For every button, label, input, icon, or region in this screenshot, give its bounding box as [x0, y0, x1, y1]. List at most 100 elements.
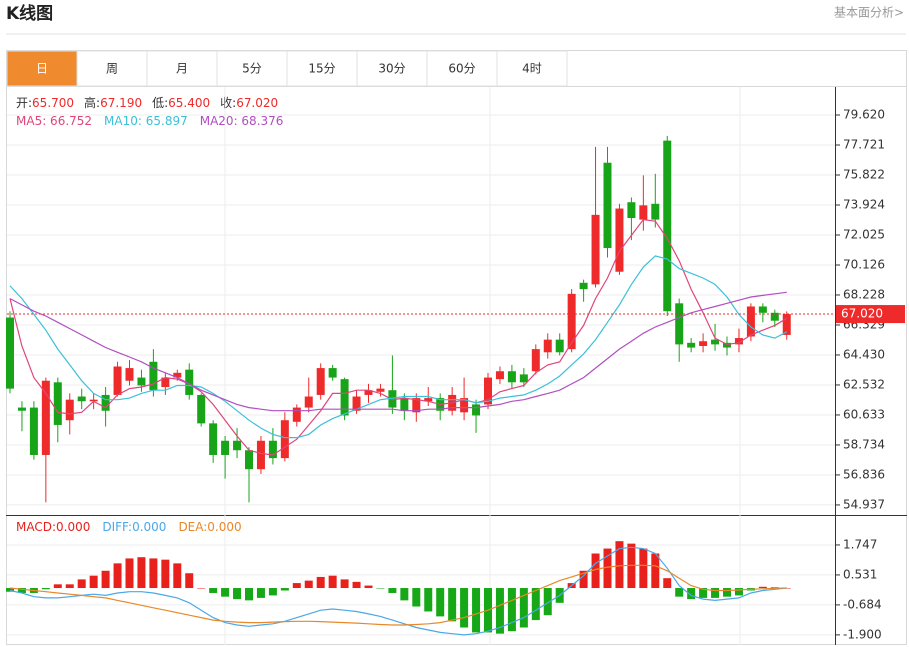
- tab[interactable]: [216, 50, 288, 87]
- chart-layer: 日 周 月 5分 15分 30分 60分 4时开:65.700 高:67.190 低:65.400…: [6, 50, 905, 645]
- candle-body: [758, 306, 767, 313]
- macd-bar: [364, 585, 373, 589]
- info-value: 65.700: [32, 96, 74, 110]
- candle-body: [77, 396, 86, 402]
- tab-label[interactable]: 4时: [522, 62, 542, 76]
- candle-body: [400, 398, 409, 411]
- macd-bar: [424, 588, 433, 612]
- candle-body: [639, 205, 648, 220]
- candle-body: [304, 396, 313, 408]
- candle-body: [149, 361, 158, 391]
- tab[interactable]: [76, 50, 148, 87]
- macd-bar: [448, 588, 457, 622]
- macd-bar: [436, 588, 445, 617]
- macd-bar: [316, 576, 325, 589]
- y-tick-label: -1.900: [843, 627, 882, 641]
- tab-label[interactable]: 60分: [448, 62, 475, 76]
- macd-bar: [687, 588, 696, 600]
- macd-bar: [352, 581, 361, 589]
- candle-body: [746, 306, 755, 337]
- macd-bar: [233, 588, 242, 600]
- tab-label[interactable]: 30分: [378, 62, 405, 76]
- candle-body: [519, 374, 528, 383]
- macd-legend: MACD:0.000 DIFF:0.000 DEA:0.000: [16, 520, 242, 534]
- tab[interactable]: [356, 50, 428, 87]
- macd-bar: [400, 588, 409, 601]
- legend-entry: MA5: 66.752: [16, 114, 92, 128]
- macd-bar: [579, 570, 588, 589]
- candle-body: [782, 314, 791, 335]
- candle-body: [460, 398, 469, 413]
- y-tick-label: 70.126: [843, 257, 885, 271]
- macd-bar: [89, 575, 98, 589]
- macd-bar: [101, 570, 110, 589]
- tab[interactable]: [6, 50, 78, 87]
- macd-bar: [663, 578, 672, 589]
- macd-bar: [328, 575, 337, 589]
- tab-label[interactable]: 15分: [308, 62, 335, 76]
- ohlc-info: 开:65.700 高:67.190 低:65.400 收:67.020: [16, 95, 278, 110]
- candle-body: [507, 371, 516, 383]
- candle-body: [29, 407, 38, 455]
- y-tick-label: 60.633: [843, 407, 885, 421]
- macd-bar: [17, 588, 26, 593]
- macd-bar: [125, 558, 134, 589]
- macd-bar: [651, 553, 660, 589]
- candle-body: [340, 379, 349, 416]
- candle-body: [17, 407, 26, 411]
- candle-body: [89, 399, 98, 402]
- legend-entry: MA20: 68.376: [200, 114, 284, 128]
- macd-bar: [639, 548, 648, 589]
- candle-body: [734, 338, 743, 345]
- macd-bar: [531, 588, 540, 621]
- page-title: K线图: [6, 3, 53, 24]
- candle-body: [280, 420, 289, 459]
- macd-bar: [245, 588, 253, 601]
- macd-bar: [173, 563, 182, 589]
- candle-body: [412, 398, 421, 413]
- candle-body: [328, 368, 337, 378]
- candle-body: [221, 440, 230, 455]
- y-tick-label: 0.531: [843, 567, 877, 581]
- tab-label[interactable]: 周: [106, 62, 118, 76]
- candle-body: [197, 394, 206, 424]
- y-tick-label: 58.734: [843, 437, 885, 451]
- candle-body: [543, 339, 552, 353]
- candle-body: [603, 162, 612, 249]
- candle-body: [209, 423, 218, 455]
- macd-bar: [388, 588, 397, 593]
- macd-bar: [304, 580, 313, 589]
- macd-bar: [519, 588, 528, 628]
- macd-bar: [280, 588, 289, 591]
- macd-line: [9, 546, 787, 636]
- tab-label[interactable]: 5分: [242, 62, 262, 76]
- candle-body: [125, 368, 134, 381]
- candle-body: [484, 377, 492, 405]
- candle-body: [245, 450, 253, 470]
- candle-body: [364, 390, 373, 395]
- macd-line: [9, 564, 787, 626]
- tab-label[interactable]: 日: [36, 62, 48, 76]
- tab[interactable]: [146, 50, 218, 87]
- y-tick-label: 73.924: [843, 197, 885, 211]
- tab-label[interactable]: 月: [176, 62, 188, 76]
- candle-body: [591, 214, 600, 285]
- info-label: 收:: [220, 96, 236, 110]
- candle-body: [53, 382, 62, 425]
- macd-bar: [137, 557, 146, 589]
- macd-bar: [185, 573, 194, 589]
- y-tick-label: 77.721: [843, 138, 885, 152]
- candle-body: [101, 394, 110, 411]
- candle-body: [352, 396, 361, 411]
- price-tag-label: 67.020: [841, 307, 883, 321]
- y-tick-label: 1.747: [843, 537, 877, 551]
- price-tag: [836, 305, 905, 324]
- macd-bar: [340, 579, 349, 589]
- tab[interactable]: [496, 50, 568, 87]
- fundamental-link[interactable]: 基本面分析>: [834, 6, 904, 20]
- macd-bar: [603, 548, 612, 589]
- candle-body: [531, 349, 540, 372]
- legend-entry: MA10: 65.897: [104, 114, 188, 128]
- ma-line: [9, 291, 787, 412]
